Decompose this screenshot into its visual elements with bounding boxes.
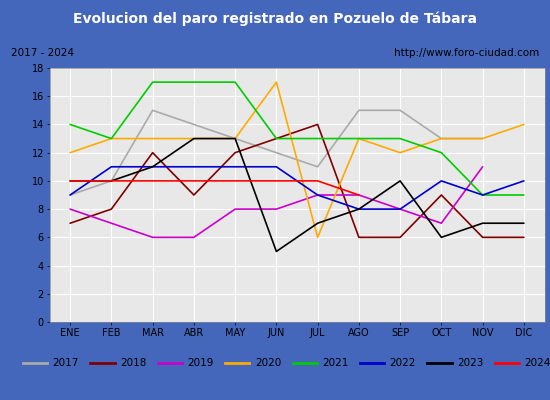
Text: Evolucion del paro registrado en Pozuelo de Tábara: Evolucion del paro registrado en Pozuelo… bbox=[73, 12, 477, 26]
Text: 2018: 2018 bbox=[120, 358, 146, 368]
Text: 2020: 2020 bbox=[255, 358, 281, 368]
Text: http://www.foro-ciudad.com: http://www.foro-ciudad.com bbox=[394, 48, 539, 58]
Text: 2023: 2023 bbox=[457, 358, 483, 368]
Text: 2017: 2017 bbox=[53, 358, 79, 368]
Text: 2019: 2019 bbox=[188, 358, 214, 368]
Text: 2017 - 2024: 2017 - 2024 bbox=[11, 48, 74, 58]
Text: 2024: 2024 bbox=[524, 358, 550, 368]
Text: 2021: 2021 bbox=[322, 358, 349, 368]
Text: 2022: 2022 bbox=[389, 358, 416, 368]
